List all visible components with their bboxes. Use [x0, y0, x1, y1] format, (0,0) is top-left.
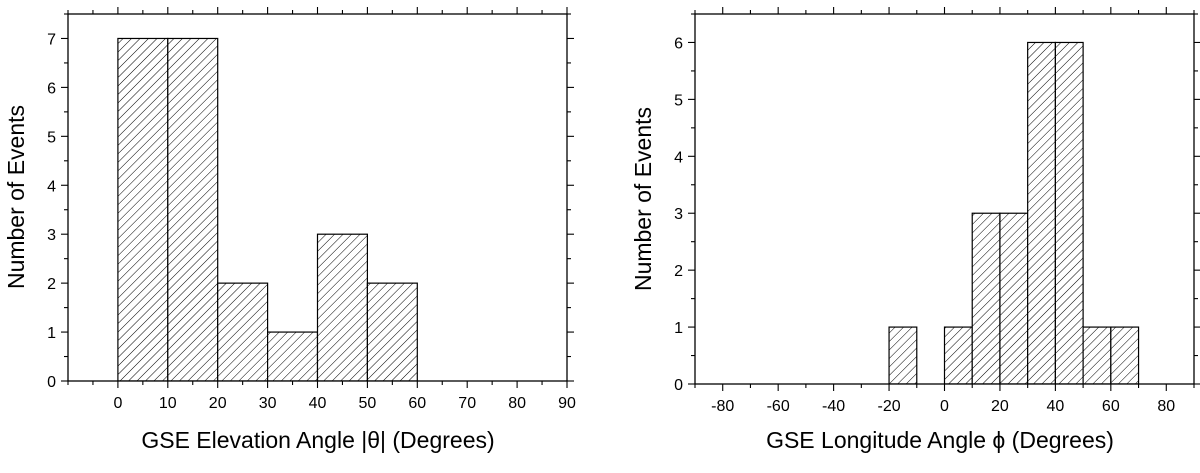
longitude-plot-area: -80 -60 -40 -20 0 20 40 60 80 0 1 2 3 4 5 6 — [674, 7, 1200, 415]
longitude-bar-7 — [1110, 326, 1140, 384]
elevation-y-tick-label: 2 — [47, 276, 56, 293]
elevation-y-tick-label: 6 — [47, 80, 56, 97]
elevation-bar-4 — [316, 233, 369, 381]
elevation-x-tick-label: 40 — [309, 395, 327, 412]
longitude-x-tick-label: 60 — [1102, 398, 1120, 415]
elevation-bar-5 — [366, 282, 418, 381]
longitude-bar-4 — [1027, 41, 1056, 384]
elevation-x-tick-label: 50 — [359, 395, 377, 412]
longitude-x-tick-label: -80 — [711, 398, 734, 415]
longitude-bar-1 — [943, 326, 973, 384]
longitude-y-tick-label: 5 — [674, 92, 683, 109]
elevation-x-tick-label: 60 — [408, 395, 426, 412]
longitude-x-axis-label: GSE Longitude Angle ϕ (Degrees) — [766, 427, 1114, 453]
longitude-bar-2 — [971, 212, 1001, 384]
elevation-y-tick-label: 7 — [47, 31, 56, 48]
elevation-bars — [117, 37, 418, 381]
elevation-y-tick-label: 5 — [47, 129, 56, 146]
longitude-y-tick-label: 0 — [674, 377, 683, 394]
longitude-x-tick-label: -40 — [822, 398, 845, 415]
elevation-x-tick-label: 70 — [458, 395, 476, 412]
elevation-x-tick-label: 10 — [159, 395, 177, 412]
longitude-y-tick-label: 6 — [674, 35, 683, 52]
elevation-plot-area: 0 10 20 30 40 50 60 70 80 90 0 1 2 3 4 5 6 7 — [47, 7, 576, 412]
elevation-x-tick-label: 90 — [558, 395, 576, 412]
longitude-bar-0 — [888, 326, 918, 384]
longitude-x-tick-label: -60 — [767, 398, 790, 415]
longitude-bar-6 — [1082, 326, 1112, 384]
elevation-y-tick-label: 1 — [47, 325, 56, 342]
elevation-bar-3 — [267, 331, 319, 381]
longitude-y-tick-label: 4 — [674, 149, 683, 166]
longitude-bars — [888, 41, 1140, 384]
elevation-y-tick-label: 3 — [47, 227, 56, 244]
elevation-histogram: GSE Elevation Angle |θ| (Degrees) Number… — [3, 105, 495, 453]
longitude-y-tick-label: 1 — [674, 320, 683, 337]
elevation-bar-1 — [167, 37, 219, 381]
longitude-x-tick-label: 0 — [940, 398, 949, 415]
longitude-bar-5 — [1054, 41, 1084, 384]
elevation-x-axis-label: GSE Elevation Angle |θ| (Degrees) — [141, 427, 494, 453]
longitude-y-axis-label: Number of Events — [630, 107, 656, 291]
elevation-x-tick-label: 30 — [259, 395, 277, 412]
elevation-bar-2 — [217, 282, 269, 381]
longitude-x-tick-label: 20 — [991, 398, 1009, 415]
elevation-y-tick-label: 4 — [47, 178, 56, 195]
longitude-y-tick-label: 2 — [674, 263, 683, 280]
elevation-bar-0 — [117, 37, 169, 381]
longitude-bar-3 — [999, 212, 1029, 384]
elevation-x-tick-label: 20 — [209, 395, 227, 412]
longitude-x-tick-label: 80 — [1157, 398, 1175, 415]
elevation-x-tick-label: 0 — [113, 395, 122, 412]
elevation-x-tick-label: 80 — [508, 395, 526, 412]
longitude-y-tick-label: 3 — [674, 206, 683, 223]
elevation-y-tick-label: 0 — [47, 374, 56, 391]
longitude-x-tick-label: -20 — [877, 398, 900, 415]
elevation-y-axis-label: Number of Events — [3, 105, 29, 289]
longitude-x-tick-label: 40 — [1046, 398, 1064, 415]
longitude-histogram: GSE Longitude Angle ϕ (Degrees) Number o… — [630, 107, 1114, 453]
